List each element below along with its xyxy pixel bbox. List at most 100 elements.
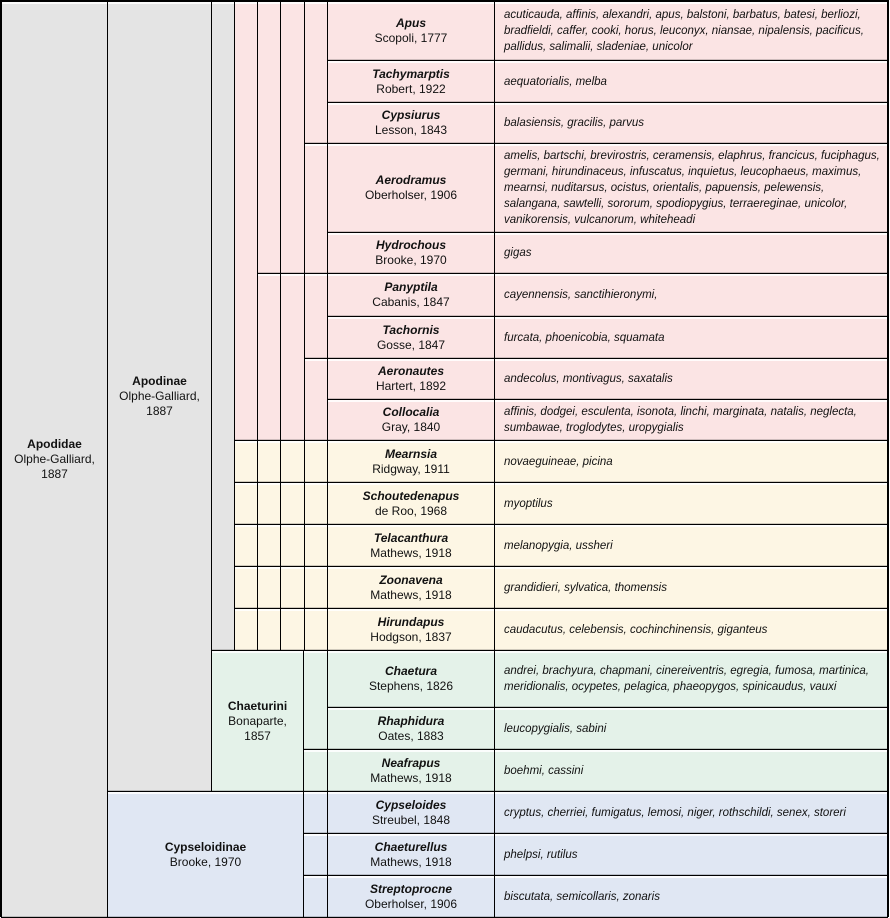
- genus-authority: Brooke, 1970: [375, 253, 447, 267]
- species-list: affinis, dodgei, esculenta, isonota, lin…: [504, 406, 857, 434]
- rank-cell: [280, 440, 305, 483]
- species-list: andrei, brachyura, chapmani, cinereivent…: [504, 665, 869, 693]
- species-cell: andrei, brachyura, chapmani, cinereivent…: [494, 650, 888, 708]
- species-list: phelpsi, rutilus: [504, 848, 578, 861]
- rank-cell: [280, 608, 305, 651]
- genus-cell: Cypsiurus Lesson, 1843: [327, 102, 495, 144]
- genus-name: Chaetura: [384, 664, 437, 678]
- rank-cell: [303, 875, 328, 918]
- species-list: furcata, phoenicobia, squamata: [504, 331, 665, 344]
- genus-name: Schoutedenapus: [362, 488, 460, 503]
- species-list: balasiensis, gracilis, parvus: [504, 117, 644, 129]
- species-list: caudacutus, celebensis, cochinchinensis,…: [504, 623, 768, 636]
- genus-cell: Chaeturellus Mathews, 1918: [327, 833, 495, 876]
- genus-authority: Oberholser, 1906: [364, 896, 458, 911]
- genus-name: Tachornis: [382, 322, 440, 337]
- genus-cell: Hydrochous Brooke, 1970: [327, 232, 495, 274]
- genus-name: Hirundapus: [377, 614, 445, 629]
- genus-authority: Mathews, 1918: [370, 545, 452, 560]
- subfamily-authority: Brooke, 1970: [169, 854, 242, 869]
- rank-cell: [280, 524, 305, 567]
- rank-cell: [234, 1, 258, 441]
- rank-cell: [211, 1, 235, 651]
- species-list: leucopygialis, sabini: [504, 722, 607, 735]
- species-list: aequatorialis, melba: [504, 75, 607, 88]
- genus-cell: Rhaphidura Oates, 1883: [327, 707, 495, 750]
- family-authority: Olphe-Galliard, 1887: [14, 452, 95, 481]
- genus-cell: Mearnsia Ridgway, 1911: [327, 440, 495, 483]
- genus-authority: Mathews, 1918: [370, 587, 452, 602]
- species-list: myoptilus: [504, 497, 553, 510]
- rank-cell: [234, 608, 258, 651]
- genus-authority: Hartert, 1892: [375, 379, 447, 393]
- genus-cell: Neafrapus Mathews, 1918: [327, 749, 495, 792]
- genus-name: Streptoprocne: [369, 881, 452, 896]
- rank-cell: [304, 482, 328, 525]
- genus-cell: Streptoprocne Oberholser, 1906: [327, 875, 495, 918]
- species-cell: amelis, bartschi, brevirostris, ceramens…: [494, 143, 888, 233]
- genus-authority: Streubel, 1848: [371, 812, 451, 827]
- rank-cell: [280, 566, 305, 609]
- species-list: grandidieri, sylvatica, thomensis: [504, 581, 667, 594]
- rank-cell: [304, 566, 328, 609]
- rank-cell: [304, 143, 328, 274]
- genus-name: Telacanthura: [373, 530, 449, 545]
- species-cell: myoptilus: [494, 482, 888, 525]
- genus-authority: Scopoli, 1777: [374, 31, 448, 45]
- genus-name: Rhaphidura: [377, 713, 445, 728]
- genus-name: Zoonavena: [379, 572, 443, 587]
- rank-cell: [257, 566, 281, 609]
- rank-cell: [234, 566, 258, 609]
- family-cell: Apodidae Olphe-Galliard, 1887: [1, 1, 108, 918]
- species-cell: andecolus, montivagus, saxatalis: [494, 358, 888, 400]
- rank-cell: [304, 273, 328, 359]
- species-cell: cryptus, cherriei, fumigatus, lemosi, ni…: [494, 791, 888, 834]
- genus-name: Hydrochous: [375, 238, 446, 252]
- genus-name: Chaeturellus: [374, 839, 448, 854]
- tribe-authority: Bonaparte, 1857: [228, 713, 287, 743]
- genus-cell: Tachymarptis Robert, 1922: [327, 60, 495, 103]
- genus-cell: Chaetura Stephens, 1826: [327, 650, 495, 708]
- species-cell: furcata, phoenicobia, squamata: [494, 316, 888, 359]
- species-list: cayennensis, sanctihieronymi,: [504, 289, 658, 301]
- species-cell: acuticauda, affinis, alexandri, apus, ba…: [494, 1, 888, 61]
- rank-cell: [280, 482, 305, 525]
- rank-cell: [303, 833, 328, 876]
- rank-cell: [304, 358, 328, 441]
- species-cell: melanopygia, ussheri: [494, 524, 888, 567]
- genus-cell: Collocalia Gray, 1840: [327, 399, 495, 441]
- rank-cell: [257, 273, 281, 441]
- genus-authority: Mathews, 1918: [370, 770, 452, 785]
- rank-cell: [234, 482, 258, 525]
- genus-authority: de Roo, 1968: [374, 503, 448, 518]
- genus-name: Panyptila: [384, 280, 438, 294]
- genus-name: Neafrapus: [381, 755, 441, 770]
- species-cell: leucopygialis, sabini: [494, 707, 888, 750]
- rank-cell: [257, 440, 281, 483]
- rank-cell: [280, 273, 305, 441]
- species-cell: affinis, dodgei, esculenta, isonota, lin…: [494, 399, 888, 441]
- genus-authority: Gosse, 1847: [376, 337, 446, 352]
- species-list: biscutata, semicollaris, zonaris: [504, 890, 660, 903]
- rank-cell: [280, 1, 305, 274]
- species-cell: novaeguineae, picina: [494, 440, 888, 483]
- genus-cell: Tachornis Gosse, 1847: [327, 316, 495, 359]
- species-list: melanopygia, ussheri: [504, 539, 613, 552]
- species-list: novaeguineae, picina: [504, 455, 613, 468]
- rank-cell: [304, 608, 328, 651]
- genus-cell: Schoutedenapus de Roo, 1968: [327, 482, 495, 525]
- family-name: Apodidae: [27, 437, 82, 451]
- rank-cell: [257, 608, 281, 651]
- rank-cell: [303, 791, 328, 834]
- genus-authority: Ridgway, 1911: [372, 461, 450, 476]
- species-list: amelis, bartschi, brevirostris, ceramens…: [504, 150, 880, 226]
- species-list: cryptus, cherriei, fumigatus, lemosi, ni…: [504, 806, 846, 819]
- genus-cell: Cypseloides Streubel, 1848: [327, 791, 495, 834]
- genus-name: Cypseloides: [375, 797, 447, 812]
- subfamily-cell-apodinae: Apodinae Olphe-Galliard, 1887: [107, 1, 212, 792]
- rank-cell: [257, 1, 281, 274]
- species-list: andecolus, montivagus, saxatalis: [504, 373, 673, 385]
- subfamily-name: Cypseloidinae: [164, 839, 247, 854]
- species-cell: grandidieri, sylvatica, thomensis: [494, 566, 888, 609]
- species-list: boehmi, cassini: [504, 764, 584, 777]
